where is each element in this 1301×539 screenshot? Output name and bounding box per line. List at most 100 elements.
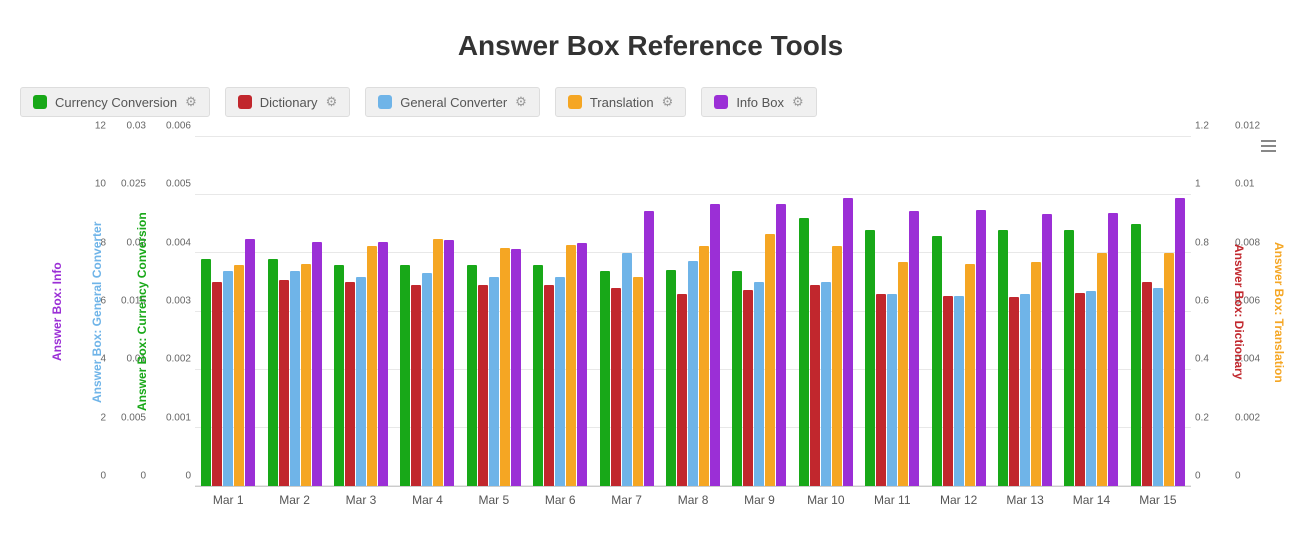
y-tick: 0.002 (166, 354, 191, 365)
bar-translation[interactable] (1031, 262, 1041, 486)
bar-group (394, 137, 460, 486)
bar-dictionary[interactable] (1075, 293, 1085, 486)
bar-translation[interactable] (765, 234, 775, 486)
bar-dictionary[interactable] (943, 296, 953, 486)
bar-converter[interactable] (356, 277, 366, 486)
bar-translation[interactable] (301, 264, 311, 486)
bar-currency[interactable] (1064, 230, 1074, 486)
plot-area (195, 137, 1191, 487)
bar-translation[interactable] (433, 239, 443, 486)
bar-dictionary[interactable] (478, 285, 488, 486)
bar-converter[interactable] (422, 273, 432, 486)
bar-translation[interactable] (898, 262, 908, 486)
bar-currency[interactable] (666, 270, 676, 486)
gear-icon[interactable]: ⚙ (515, 94, 527, 110)
bar-dictionary[interactable] (345, 282, 355, 486)
bar-info[interactable] (511, 249, 521, 486)
bar-converter[interactable] (754, 282, 764, 486)
bar-info[interactable] (577, 243, 587, 486)
bar-converter[interactable] (688, 261, 698, 486)
gear-icon[interactable]: ⚙ (792, 94, 804, 110)
bar-converter[interactable] (954, 296, 964, 486)
bar-currency[interactable] (400, 265, 410, 486)
bar-group (660, 137, 726, 486)
bar-dictionary[interactable] (1009, 297, 1019, 486)
bar-info[interactable] (1042, 214, 1052, 486)
bar-converter[interactable] (223, 271, 233, 486)
bar-converter[interactable] (290, 271, 300, 486)
bar-dictionary[interactable] (611, 288, 621, 486)
bar-info[interactable] (444, 240, 454, 486)
bar-currency[interactable] (533, 265, 543, 486)
bar-currency[interactable] (201, 259, 211, 486)
bar-converter[interactable] (622, 253, 632, 486)
x-axis-label: Mar 4 (394, 493, 460, 517)
legend-item-converter[interactable]: General Converter⚙ (365, 87, 540, 117)
bar-converter[interactable] (1020, 294, 1030, 486)
x-axis-label: Mar 8 (660, 493, 726, 517)
bar-currency[interactable] (334, 265, 344, 486)
gear-icon[interactable]: ⚙ (662, 94, 674, 110)
bar-translation[interactable] (1097, 253, 1107, 486)
bar-info[interactable] (1175, 198, 1185, 486)
y-axis-title-info: Answer Box: Info (50, 187, 64, 437)
bar-dictionary[interactable] (212, 282, 222, 486)
bar-group (726, 137, 792, 486)
bar-converter[interactable] (555, 277, 565, 486)
bar-converter[interactable] (1086, 291, 1096, 486)
bar-translation[interactable] (633, 277, 643, 486)
bar-translation[interactable] (234, 265, 244, 486)
bar-translation[interactable] (965, 264, 975, 486)
bar-currency[interactable] (932, 236, 942, 486)
bar-currency[interactable] (865, 230, 875, 486)
bar-translation[interactable] (699, 246, 709, 486)
bar-translation[interactable] (1164, 253, 1174, 486)
bar-dictionary[interactable] (677, 294, 687, 486)
y-tick: 0 (100, 471, 106, 482)
bar-currency[interactable] (467, 265, 477, 486)
bar-info[interactable] (312, 242, 322, 486)
x-axis-label: Mar 14 (1058, 493, 1124, 517)
bar-currency[interactable] (1131, 224, 1141, 486)
bar-currency[interactable] (799, 218, 809, 486)
bar-translation[interactable] (566, 245, 576, 486)
bar-currency[interactable] (600, 271, 610, 486)
bar-converter[interactable] (489, 277, 499, 486)
bar-info[interactable] (843, 198, 853, 486)
gear-icon[interactable]: ⚙ (326, 94, 338, 110)
bar-info[interactable] (644, 211, 654, 486)
y-tick: 0.4 (1195, 354, 1209, 365)
bar-converter[interactable] (887, 294, 897, 486)
bar-info[interactable] (776, 204, 786, 486)
bar-info[interactable] (710, 204, 720, 486)
legend-item-translation[interactable]: Translation⚙ (555, 87, 686, 117)
bar-currency[interactable] (732, 271, 742, 486)
bar-currency[interactable] (268, 259, 278, 486)
bar-translation[interactable] (367, 246, 377, 486)
bar-converter[interactable] (821, 282, 831, 486)
bar-info[interactable] (1108, 213, 1118, 486)
bar-currency[interactable] (998, 230, 1008, 486)
bar-translation[interactable] (500, 248, 510, 486)
y-tick: 0.005 (166, 179, 191, 190)
bar-info[interactable] (378, 242, 388, 486)
legend-item-currency[interactable]: Currency Conversion⚙ (20, 87, 210, 117)
legend-item-info[interactable]: Info Box⚙ (701, 87, 816, 117)
bar-dictionary[interactable] (411, 285, 421, 486)
bar-info[interactable] (909, 211, 919, 486)
bar-dictionary[interactable] (279, 280, 289, 486)
bar-dictionary[interactable] (876, 294, 886, 486)
bar-info[interactable] (976, 210, 986, 486)
x-axis-label: Mar 7 (593, 493, 659, 517)
bar-converter[interactable] (1153, 288, 1163, 486)
bar-dictionary[interactable] (1142, 282, 1152, 486)
bar-dictionary[interactable] (810, 285, 820, 486)
bar-info[interactable] (245, 239, 255, 486)
chart-menu-icon[interactable] (1261, 137, 1276, 155)
gear-icon[interactable]: ⚙ (185, 94, 197, 110)
y-tick: 0.8 (1195, 237, 1209, 248)
bar-dictionary[interactable] (743, 290, 753, 486)
legend-item-dictionary[interactable]: Dictionary⚙ (225, 87, 350, 117)
bar-dictionary[interactable] (544, 285, 554, 486)
bar-translation[interactable] (832, 246, 842, 486)
